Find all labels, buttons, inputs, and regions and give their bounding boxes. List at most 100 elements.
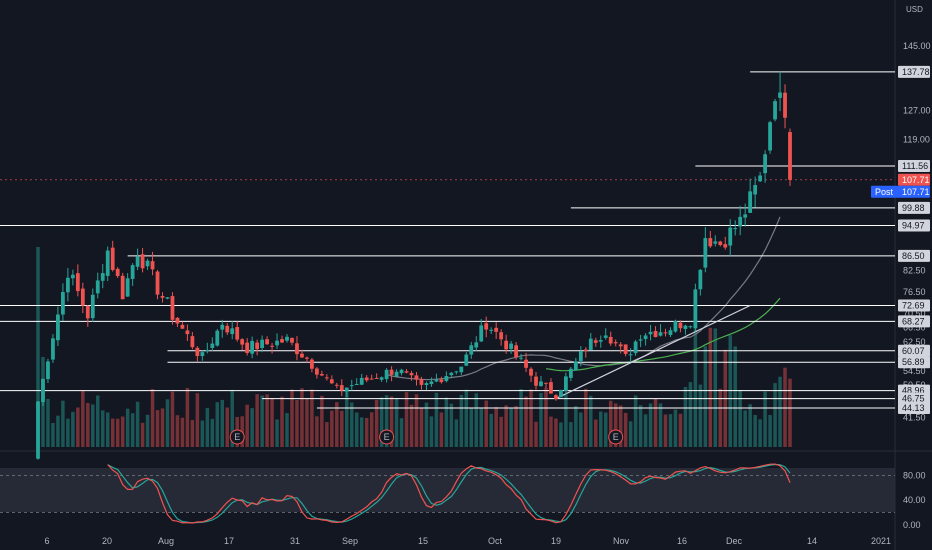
candle[interactable] [394,369,399,378]
candle[interactable] [464,352,469,366]
candle[interactable] [588,333,593,351]
candle[interactable] [474,336,479,351]
candle[interactable] [275,333,279,349]
candle[interactable] [564,372,568,396]
candle[interactable] [738,205,743,236]
candle[interactable] [75,264,80,297]
candle[interactable] [444,371,449,383]
candle[interactable] [290,337,294,346]
candle[interactable] [165,297,170,300]
candle[interactable] [763,150,767,183]
candle[interactable] [618,342,623,354]
candle[interactable] [225,322,230,336]
candle[interactable] [140,247,145,273]
candle[interactable] [270,342,274,354]
candle[interactable] [339,379,344,396]
candle[interactable] [314,367,319,379]
candle[interactable] [429,377,434,387]
candle[interactable] [349,379,354,391]
candle[interactable] [778,71,782,112]
candle[interactable] [205,342,210,354]
candle[interactable] [708,230,713,248]
candle[interactable] [509,340,514,354]
candle[interactable] [469,341,474,359]
candle[interactable] [334,382,339,389]
candle[interactable] [235,321,240,342]
candle[interactable] [419,376,424,390]
candle[interactable] [155,270,160,300]
candle[interactable] [573,357,578,371]
candle[interactable] [783,84,787,129]
candle[interactable] [354,378,359,386]
candle[interactable] [185,324,190,342]
candle[interactable] [728,219,733,256]
candle[interactable] [300,349,304,358]
candle[interactable] [404,369,409,374]
candle[interactable] [310,357,314,373]
candle[interactable] [399,368,404,376]
candle[interactable] [305,356,309,363]
candle[interactable] [758,171,763,183]
candle[interactable] [489,327,494,335]
candle[interactable] [324,374,329,381]
candle[interactable] [120,272,125,300]
candle[interactable] [240,338,245,351]
candle[interactable] [85,305,90,327]
candle[interactable] [723,236,728,250]
candle[interactable] [105,246,110,282]
candle[interactable] [215,328,220,347]
candle[interactable] [499,329,504,346]
candle[interactable] [230,320,235,340]
candle[interactable] [329,375,334,384]
candle[interactable] [130,263,135,286]
candle[interactable] [65,267,70,302]
candle[interactable] [80,282,85,314]
candle[interactable] [379,376,384,382]
candle[interactable] [593,337,598,347]
candle[interactable] [319,370,324,377]
candle[interactable] [539,375,543,387]
candle[interactable] [280,335,284,344]
candle[interactable] [773,98,777,122]
candle[interactable] [200,350,205,361]
earnings-marker[interactable]: E [229,429,245,445]
candle[interactable] [623,344,628,357]
candle[interactable] [110,240,115,272]
candle[interactable] [678,320,683,333]
candle[interactable] [568,366,573,382]
candle[interactable] [559,389,563,398]
candle[interactable] [479,318,484,343]
candle[interactable] [549,378,553,394]
candle[interactable] [424,381,429,391]
candle[interactable] [180,321,185,330]
candle[interactable] [633,339,638,356]
candle[interactable] [359,373,364,386]
candle[interactable] [648,324,653,341]
candle[interactable] [484,316,489,338]
candle[interactable] [743,203,748,227]
candle[interactable] [454,370,459,375]
candle[interactable] [698,269,703,296]
candle[interactable] [70,269,75,286]
candle[interactable] [713,235,718,247]
candle[interactable] [673,319,678,333]
candle[interactable] [608,331,613,346]
candle[interactable] [100,264,105,289]
candle[interactable] [693,283,698,332]
candle[interactable] [653,326,658,338]
candle[interactable] [578,346,583,367]
candle[interactable] [688,325,693,329]
candle[interactable] [658,324,663,337]
candle[interactable] [668,327,673,338]
candle[interactable] [748,178,753,213]
candle[interactable] [733,220,738,236]
candle[interactable] [524,352,528,373]
candle[interactable] [583,347,588,358]
candle[interactable] [414,372,419,386]
candle[interactable] [51,334,55,363]
candle[interactable] [90,288,95,322]
candle[interactable] [250,336,255,359]
earnings-marker[interactable]: E [379,429,395,445]
candle[interactable] [514,342,518,360]
